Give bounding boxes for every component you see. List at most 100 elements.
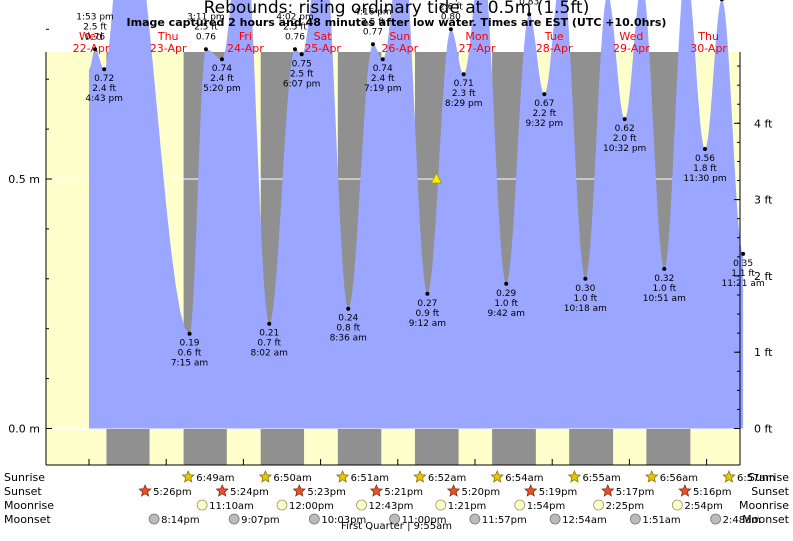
tide-feet-label: 0.8 ft <box>336 324 360 334</box>
sunrise-icon <box>490 469 504 483</box>
sunset-icon <box>446 483 461 497</box>
tide-metres-label: 0.19 <box>179 339 199 349</box>
sunset-icon <box>138 483 152 497</box>
tide-metres-label: 0.35 <box>733 259 753 269</box>
day-name-label: Wed <box>619 30 643 43</box>
tide-point <box>346 306 351 311</box>
tide-time-label: 10:18 am <box>564 304 607 314</box>
tide-feet-label: 2.6 ft <box>439 2 463 12</box>
tide-metres-label: 0.80 <box>441 12 461 22</box>
current-tide-marker <box>430 172 443 184</box>
tide-point <box>504 281 509 286</box>
left-tick-label: 0.5 m <box>8 173 40 186</box>
moonset-time: 12:54am <box>562 515 607 526</box>
moonrise-icon <box>514 499 526 511</box>
tide-point <box>583 276 588 281</box>
sunrise-icon <box>722 469 736 483</box>
tide-time-label: 11:30 pm <box>683 174 726 184</box>
astro-row-label-right: Moonset <box>742 513 789 526</box>
tide-metres-label: 0.27 <box>417 299 437 309</box>
moonrise-icon <box>196 499 208 511</box>
astro-row-label-left: Moonset <box>4 513 51 526</box>
tide-point <box>425 291 430 296</box>
sunset-time: 5:17pm <box>616 487 655 498</box>
tide-feet-label: 2.5 ft <box>194 22 218 32</box>
moonrise-time: 1:21pm <box>448 501 487 512</box>
sunrise-icon <box>258 469 273 483</box>
moonset-time: 2:48am <box>723 515 761 526</box>
moonset-time: 8:14pm <box>161 515 200 526</box>
right-tick-label: 0 ft <box>754 423 773 436</box>
right-tick-label: 2 ft <box>754 270 773 283</box>
tide-metres-label: 0.32 <box>654 274 674 284</box>
sunrise-icon <box>413 469 427 483</box>
moon-phase-note: First Quarter | 9:55am <box>341 521 452 532</box>
sunset-icon <box>678 483 692 497</box>
sunset-icon <box>524 483 538 497</box>
moonrise-icon <box>671 499 683 511</box>
sunset-time: 5:24pm <box>230 487 269 498</box>
day-date-label: 29-Apr <box>613 42 650 55</box>
day-name-label: Fri <box>239 30 252 43</box>
moonrise-time: 2:54pm <box>684 501 723 512</box>
right-tick-label: 1 ft <box>754 346 773 359</box>
tide-feet-label: 2.0 ft <box>613 134 637 144</box>
tide-point <box>292 47 297 52</box>
tide-time-label: 7:15 am <box>171 359 208 369</box>
tide-time-label: 10:51 am <box>643 294 686 304</box>
tide-metres-label: 0.56 <box>695 154 715 164</box>
tide-feet-label: 2.5 ft <box>361 17 385 27</box>
tide-feet-label: 1.8 ft <box>693 164 717 174</box>
sunset-time: 5:16pm <box>693 487 732 498</box>
tide-feet-label: 2.5 ft <box>290 69 314 79</box>
day-date-label: 30-Apr <box>690 42 727 55</box>
tide-metres-label: 0.29 <box>496 289 516 299</box>
right-tick-label: 3 ft <box>754 194 773 207</box>
day-date-label: 25-Apr <box>304 42 341 55</box>
day-name-label: Thu <box>157 30 179 43</box>
tide-point <box>219 57 224 62</box>
tide-area <box>89 0 744 429</box>
tide-feet-label: 0.6 ft <box>178 349 202 359</box>
tide-point <box>370 42 375 47</box>
tide-curve-area <box>89 0 744 429</box>
sunrise-time: 6:54am <box>505 473 543 484</box>
astro-row-label-right: Sunrise <box>748 471 789 484</box>
astro-row-label-right: Moonrise <box>739 499 789 512</box>
tide-point <box>702 147 707 152</box>
tide-metres-label: 0.24 <box>338 314 358 324</box>
astro-row-label-left: Moonrise <box>4 499 54 512</box>
sunrise-time: 6:50am <box>273 473 311 484</box>
day-date-label: 27-Apr <box>459 42 496 55</box>
moonset-time: 9:07pm <box>241 515 280 526</box>
sunrise-time: 6:57am <box>737 473 775 484</box>
tide-metres-label: 0.62 <box>615 124 635 134</box>
page-title: Rebounds: rising ordinary tide at 0.5m (… <box>203 0 590 18</box>
tide-time-label: 8:02 am <box>251 349 288 359</box>
tide-point <box>267 321 272 326</box>
sunset-time: 5:23pm <box>307 487 346 498</box>
tide-feet-label: 2.4 ft <box>92 84 116 94</box>
tide-metres-label: 0.75 <box>292 59 312 69</box>
tide-metres-label: 0.21 <box>259 329 279 339</box>
tide-time-label: 4:43 pm <box>85 94 123 104</box>
astro-row-label-right: Sunset <box>751 485 789 498</box>
moonrise-icon <box>593 499 604 511</box>
moonset-time: 10:03pm <box>321 515 366 526</box>
tide-point <box>102 67 107 72</box>
moonset-icon <box>549 513 561 525</box>
tide-feet-label: 1.0 ft <box>494 299 518 309</box>
sunrise-time: 6:49am <box>196 473 234 484</box>
day-date-label: 28-Apr <box>536 42 573 55</box>
day-name-label: Thu <box>697 30 719 43</box>
tide-time-label: 1:53 pm <box>76 12 114 22</box>
tide-time-label: 11:21 am <box>722 279 765 289</box>
tide-feet-label: 2.5 ft <box>283 22 307 32</box>
left-tick-label: 0.0 m <box>8 423 40 436</box>
moonset-time: 11:57pm <box>482 515 527 526</box>
moonset-icon <box>389 513 400 525</box>
day-date-label: 24-Apr <box>227 42 264 55</box>
tide-metres-label: 0.30 <box>575 284 595 294</box>
sunrise-time: 6:55am <box>582 473 620 484</box>
moonset-icon <box>308 513 320 525</box>
